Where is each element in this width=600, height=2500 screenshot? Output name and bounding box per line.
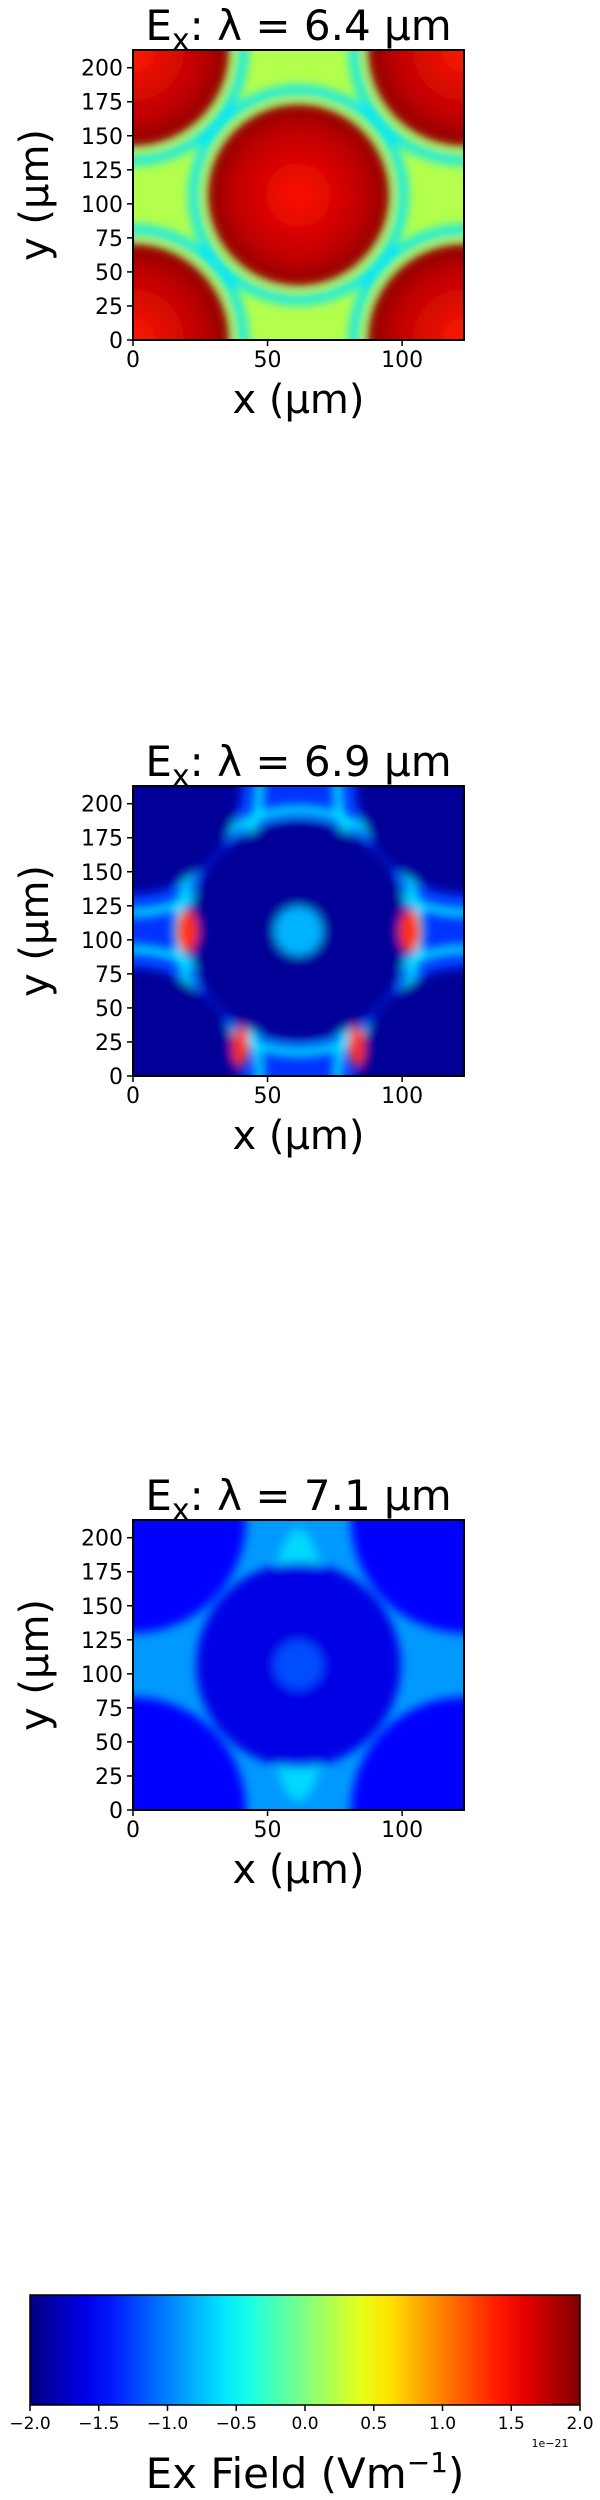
x-tick-label: 50 — [254, 348, 282, 373]
field-feature — [356, 786, 464, 894]
heatmap-panel-1: 0 50 100 0 25 50 75 100 125 150 175 200 x (μm) y (μm)… — [12, 1, 465, 423]
x-tick-label: 0 — [126, 1818, 140, 1843]
colorbar-tick-label: 0.0 — [291, 2414, 318, 2434]
field-feature — [351, 1697, 464, 1810]
y-tick-label: 200 — [81, 1527, 123, 1552]
y-tick-label: 75 — [95, 963, 123, 988]
y-axis-label: y (μm) — [12, 129, 58, 261]
heatmap-panel-3: 0 50 100 0 25 50 75 100 125 150 175 200 x (μm) y (μm)… — [12, 1471, 465, 1893]
y-tick-label: 175 — [81, 1561, 123, 1586]
field-feature — [348, 1025, 365, 1067]
field-feature — [176, 909, 198, 953]
x-axis-label: x (μm) — [232, 1113, 364, 1159]
y-tick-label: 0 — [109, 329, 123, 354]
field-feature — [133, 968, 241, 1076]
field-feature — [133, 786, 241, 894]
heatmap-panel-2: 0 50 100 0 25 50 75 100 125 150 175 200 x (μm) y (μm)… — [12, 737, 465, 1159]
y-axis-label: y (μm) — [12, 1599, 58, 1731]
y-axis-label: y (μm) — [12, 865, 58, 997]
x-axis-label: x (μm) — [232, 377, 364, 423]
y-tick-label: 125 — [81, 895, 123, 920]
x-axis-label: x (μm) — [232, 1847, 364, 1893]
field-feature — [356, 968, 464, 1076]
colorbar-tick-label: −1.5 — [78, 2414, 119, 2434]
x-tick-label: 100 — [381, 1084, 423, 1109]
y-tick-label: 0 — [109, 1065, 123, 1090]
x-tick-label: 50 — [254, 1084, 282, 1109]
field-map — [133, 786, 464, 1076]
y-tick-label: 125 — [81, 159, 123, 184]
y-tick-label: 75 — [95, 1697, 123, 1722]
y-tick-label: 50 — [95, 261, 123, 286]
field-feature — [207, 103, 390, 287]
y-tick-label: 150 — [81, 1595, 123, 1620]
plot-frame — [132, 1519, 465, 1811]
colorbar-tick-label: −0.5 — [216, 2414, 257, 2434]
panel-title: Ex: λ = 6.4 μm — [145, 1, 451, 58]
colorbar: −2.0 −1.5 −1.0 −0.5 0.0 0.5 1.0 1.5 2.0 1e−21 Ex F… — [9, 2294, 594, 2498]
y-tick-label: 25 — [95, 1031, 123, 1056]
field-ring — [189, 85, 408, 305]
field-feature — [274, 1640, 323, 1690]
y-tick-label: 75 — [95, 227, 123, 252]
x-tick-label: 0 — [126, 348, 140, 373]
y-tick-label: 0 — [109, 1799, 123, 1824]
plot-frame — [132, 49, 465, 341]
y-tick-label: 125 — [81, 1629, 123, 1654]
y-tick-label: 200 — [81, 57, 123, 82]
x-tick-label: 100 — [381, 1818, 423, 1843]
y-tick-label: 150 — [81, 861, 123, 886]
x-tick-label: 100 — [381, 348, 423, 373]
colorbar-label: Ex Field (Vm−1) — [146, 2446, 465, 2498]
y-tick-label: 200 — [81, 793, 123, 818]
field-feature — [133, 1520, 246, 1633]
field-feature — [351, 1520, 464, 1633]
colorbar-gradient — [29, 2294, 581, 2406]
y-tick-label: 100 — [81, 929, 123, 954]
field-feature — [399, 909, 421, 953]
panel-title: Ex: λ = 7.1 μm — [145, 1471, 451, 1528]
x-tick-label: 0 — [126, 1084, 140, 1109]
field-feature — [232, 1025, 249, 1067]
colorbar-tick-label: 2.0 — [566, 2414, 593, 2434]
y-tick-label: 100 — [81, 193, 123, 218]
x-tick-label: 50 — [254, 1818, 282, 1843]
colorbar-tick-label: 1.5 — [498, 2414, 525, 2434]
field-map — [133, 1520, 464, 1810]
y-tick-label: 50 — [95, 1731, 123, 1756]
colorbar-tick-label: −1.0 — [147, 2414, 188, 2434]
colorbar-tick-label: −2.0 — [9, 2414, 50, 2434]
plot-frame — [132, 785, 465, 1077]
field-feature — [133, 243, 230, 340]
field-feature — [133, 50, 230, 147]
colorbar-tick-label: 1.0 — [429, 2414, 456, 2434]
colorbar-tick-label: 0.5 — [360, 2414, 387, 2434]
field-feature — [367, 243, 464, 340]
field-feature — [133, 1697, 246, 1810]
colorbar-exponent: 1e−21 — [532, 2437, 569, 2450]
y-tick-label: 150 — [81, 125, 123, 150]
y-tick-label: 25 — [95, 1765, 123, 1790]
field-feature — [367, 50, 464, 147]
heatmap-panels: 0 50 100 0 25 50 75 100 125 150 175 200 x (μm) y (μm)… — [12, 1, 465, 1893]
y-tick-label: 175 — [81, 91, 123, 116]
panel-title: Ex: λ = 6.9 μm — [145, 737, 451, 794]
y-tick-label: 50 — [95, 997, 123, 1022]
field-feature — [274, 906, 323, 956]
y-tick-label: 100 — [81, 1663, 123, 1688]
y-tick-label: 25 — [95, 295, 123, 320]
y-tick-label: 175 — [81, 827, 123, 852]
